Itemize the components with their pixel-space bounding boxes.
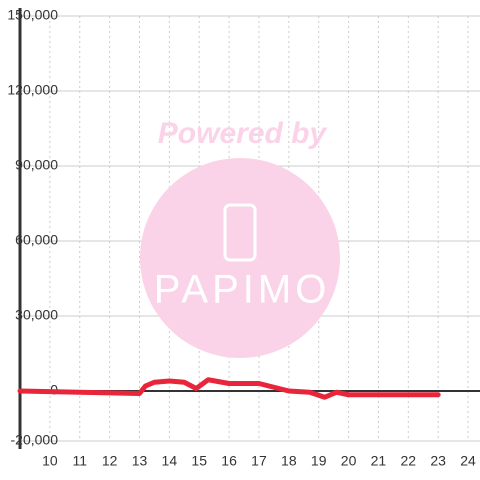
x-tick-label: 13 [132,453,148,469]
x-tick-label: 14 [162,453,178,469]
x-tick-label: 17 [251,453,267,469]
series-line [17,377,441,400]
y-tick-label: 30,000 [15,307,58,323]
x-tick-label: 12 [102,453,118,469]
watermark-text: Powered by [158,117,328,150]
x-tick-label: 11 [72,453,87,469]
watermark-circle [140,158,340,358]
y-tick-label: -20,000 [11,432,59,448]
x-tick-label: 10 [42,453,58,469]
x-tick-label: 21 [371,453,387,469]
x-tick-label: 22 [401,453,417,469]
y-tick-label: 90,000 [15,157,58,173]
watermark: Powered by PAPIMO [140,117,340,358]
watermark-phone [223,203,257,262]
y-tick-label: 150,000 [7,7,58,23]
x-tick-label: 24 [460,453,476,469]
x-tick-label: 23 [430,453,446,469]
y-tick-label: 60,000 [15,232,58,248]
x-tick-label: 19 [311,453,327,469]
x-tick-label: 16 [221,453,237,469]
y-tick-label: 120,000 [7,82,58,98]
x-tick-label: 20 [341,453,357,469]
x-tick-label: 15 [191,453,207,469]
watermark-logo: PAPIMO [154,268,331,312]
x-tick-label: 18 [281,453,297,469]
